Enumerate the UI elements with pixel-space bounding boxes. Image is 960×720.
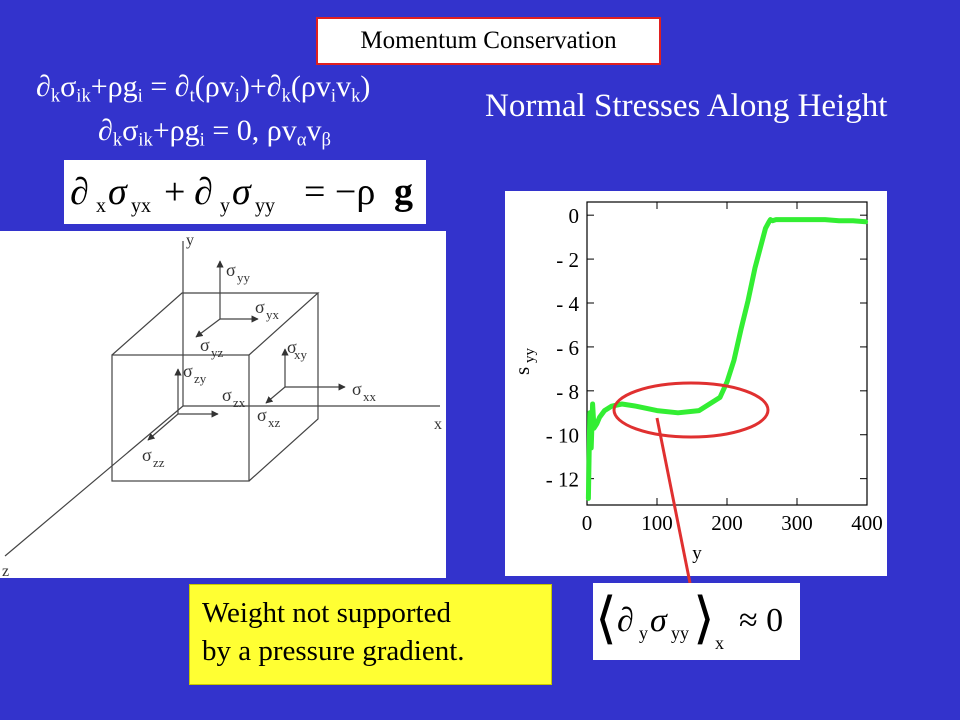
svg-text:σ: σ: [222, 385, 232, 405]
y-tick-label: - 4: [556, 292, 579, 316]
y-tick-label: - 2: [556, 248, 579, 272]
arrow-szz: [147, 413, 179, 441]
y-axis-label: s: [510, 367, 534, 375]
label-syx: σ yx: [255, 297, 280, 322]
svg-text:σ: σ: [200, 335, 210, 355]
note-line-1: Weight not supported: [202, 597, 451, 629]
svg-text:yz: yz: [211, 345, 224, 360]
label-sxz: σ xz: [257, 405, 281, 430]
boxed-eq-g: g: [394, 171, 413, 213]
axis-label-y: y: [186, 232, 194, 249]
y-tick-label: - 12: [546, 468, 579, 492]
series-line: [585, 217, 869, 501]
svg-text:zz: zz: [153, 455, 165, 470]
svg-text:σ: σ: [255, 297, 265, 317]
boxed-eq-sigma2: σ: [232, 171, 252, 213]
svg-text:yx: yx: [266, 307, 280, 322]
plot-frame: [586, 201, 868, 506]
avg-partial: ∂: [617, 602, 634, 639]
svg-text:σ: σ: [142, 445, 152, 465]
svg-text:xy: xy: [294, 347, 308, 362]
average-equation: ⟨ ∂ y σ yy ⟩ x ≈ 0: [593, 583, 800, 660]
x-tick-label: 400: [851, 511, 883, 535]
avg-sub-x: x: [715, 633, 724, 653]
svg-text:σ: σ: [183, 361, 193, 381]
boxed-eq-rhs: = −ρ: [304, 171, 375, 213]
label-szz: σ zz: [142, 445, 165, 470]
x-tick-label: 300: [781, 511, 813, 535]
boxed-eq-sub-yy: yy: [255, 195, 275, 217]
svg-text:zy: zy: [194, 371, 207, 386]
avg-approx: ≈ 0: [739, 602, 783, 639]
label-sxy: σxy: [287, 337, 308, 362]
y-tick-label: - 10: [546, 424, 579, 448]
label-szy: σ zy: [183, 361, 207, 386]
y-tick-label: 0: [569, 204, 580, 228]
y-axis-label-sub: yy: [522, 348, 538, 364]
cube-right-face: [248, 293, 319, 482]
avg-sub-yy: yy: [671, 623, 689, 643]
boxed-eq-sigma1: σ: [108, 171, 128, 213]
arrow-syz: [195, 318, 221, 338]
svg-text:xx: xx: [363, 389, 377, 404]
heading: Normal Stresses Along Height: [485, 88, 888, 124]
boxed-equation: ∂ x σ yx + ∂ y σ yy = −ρ g: [64, 160, 426, 224]
boxed-eq-sub-yx: yx: [131, 195, 151, 217]
x-tick-label: 0: [582, 511, 593, 535]
svg-text:σ: σ: [287, 337, 297, 357]
y-tick-label: - 6: [556, 336, 579, 360]
svg-text:xz: xz: [268, 415, 281, 430]
avg-right-bracket: ⟩: [693, 588, 715, 650]
label-syz: σ yz: [200, 335, 224, 360]
static-equation: ∂kσik+ρgi = 0, ρvαvβ: [98, 114, 331, 151]
label-syy: σ yy: [226, 260, 251, 285]
avg-left-bracket: ⟨: [595, 588, 617, 650]
boxed-eq-sub-x: x: [96, 195, 106, 217]
svg-text:zx: zx: [233, 395, 246, 410]
avg-sub-y: y: [639, 623, 648, 643]
note-box: Weight not supported by a pressure gradi…: [189, 584, 552, 685]
arrow-sxz: [265, 386, 286, 404]
note-line-2: by a pressure gradient.: [202, 635, 465, 667]
momentum-equation: ∂kσik+ρgi = ∂t(ρvi)+∂k(ρvivk): [36, 70, 371, 107]
boxed-eq-partial-y: ∂: [194, 171, 213, 213]
boxed-eq-partial-x: ∂: [70, 171, 89, 213]
boxed-eq-plus: +: [164, 171, 185, 213]
cube-front-face: [111, 354, 250, 482]
x-tick-label: 200: [711, 511, 743, 535]
x-axis-label: y: [692, 543, 702, 564]
svg-text:σ: σ: [257, 405, 267, 425]
z-axis: [4, 405, 184, 557]
slide-title: Momentum Conservation: [316, 17, 661, 65]
x-tick-label: 100: [641, 511, 673, 535]
avg-sigma: σ: [650, 602, 668, 639]
axis-label-x: x: [434, 416, 442, 433]
svg-text:σ: σ: [352, 379, 362, 399]
axis-label-z: z: [2, 563, 9, 578]
svg-text:σ: σ: [226, 260, 236, 280]
svg-text:yy: yy: [237, 270, 251, 285]
label-szx: σ zx: [222, 385, 246, 410]
label-sxx: σ xx: [352, 379, 377, 404]
y-tick-label: - 8: [556, 380, 579, 404]
stress-plot: 0- 2- 4- 6- 8- 10- 12 0 100 200 300 400 y s yy: [505, 191, 887, 576]
cube-top-face: [111, 292, 320, 356]
boxed-eq-sub-y: y: [220, 195, 230, 217]
